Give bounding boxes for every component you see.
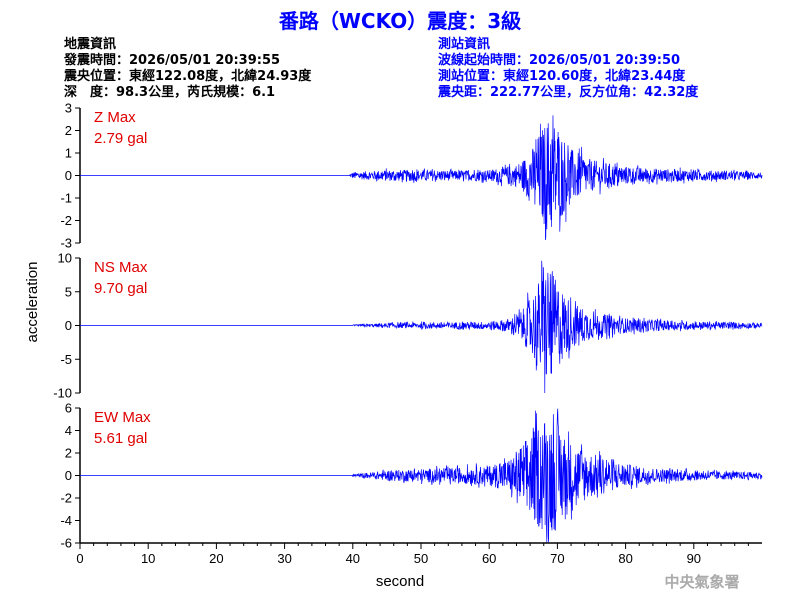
x-tick-label: 90 bbox=[687, 551, 701, 566]
x-tick-label: 50 bbox=[414, 551, 428, 566]
quake-info-heading: 地震資訊 bbox=[64, 36, 116, 52]
waveform-ns bbox=[80, 260, 763, 394]
max-value: 5.61 gal bbox=[94, 430, 147, 447]
x-tick-label: 80 bbox=[618, 551, 632, 566]
y-tick-label: 3 bbox=[65, 101, 72, 116]
y-tick-label: -1 bbox=[60, 191, 72, 206]
station-distance-azimuth: 震央距：222.77公里，反方位角：42.32度 bbox=[437, 84, 699, 100]
y-tick-label: 2 bbox=[65, 446, 72, 461]
waveform-z bbox=[80, 115, 763, 241]
x-tick-label: 30 bbox=[277, 551, 291, 566]
x-tick-label: 60 bbox=[482, 551, 496, 566]
y-tick-label: 0 bbox=[65, 168, 72, 183]
y-tick-label: 1 bbox=[65, 146, 72, 161]
max-value: 9.70 gal bbox=[94, 280, 147, 297]
y-axis-label: acceleration bbox=[24, 262, 41, 343]
y-tick-label: -10 bbox=[53, 386, 72, 401]
y-tick-label: 6 bbox=[65, 401, 72, 416]
agency-credit: 中央氣象署 bbox=[664, 573, 739, 591]
y-tick-label: 2 bbox=[65, 123, 72, 138]
y-tick-label: -2 bbox=[60, 491, 72, 506]
x-tick-label: 20 bbox=[209, 551, 223, 566]
x-axis-label: second bbox=[376, 573, 424, 590]
y-tick-label: -2 bbox=[60, 213, 72, 228]
y-tick-label: -6 bbox=[60, 536, 72, 551]
x-tick-label: 0 bbox=[76, 551, 83, 566]
panel-ew: 6 4 2 0 -2 -4 -6 EW Max 5.61 gal bbox=[60, 401, 763, 551]
x-axis: 0 10 20 30 40 50 60 70 80 90 bbox=[76, 542, 762, 566]
y-tick-label: -5 bbox=[60, 352, 72, 367]
max-value: 2.79 gal bbox=[94, 130, 147, 147]
quake-depth-magnitude: 深 度：98.3公里，芮氏規模：6.1 bbox=[64, 84, 275, 100]
quake-origin-time: 發震時間：2026/05/01 20:39:55 bbox=[63, 52, 280, 68]
y-tick-label: 4 bbox=[65, 423, 72, 438]
panel-z: 3 2 1 0 -1 -2 -3 Z Max 2.79 gal bbox=[60, 101, 763, 251]
y-tick-label: -3 bbox=[60, 236, 72, 251]
x-tick-label: 70 bbox=[550, 551, 564, 566]
x-tick-label: 10 bbox=[141, 551, 155, 566]
station-info: 測站資訊 波線起始時間：2026/05/01 20:39:50 測站位置：東經1… bbox=[437, 36, 699, 100]
quake-info: 地震資訊 發震時間：2026/05/01 20:39:55 震央位置：東經122… bbox=[63, 36, 312, 100]
panel-ns: 10 5 0 -5 -10 NS Max 9.70 gal bbox=[53, 251, 763, 401]
y-tick-label: 10 bbox=[58, 251, 72, 266]
station-location: 測站位置：東經120.60度，北緯23.44度 bbox=[438, 68, 686, 84]
waveform-ew bbox=[80, 408, 763, 544]
y-tick-label: 5 bbox=[65, 284, 72, 299]
station-info-heading: 測站資訊 bbox=[438, 36, 490, 52]
y-tick-label: -4 bbox=[60, 513, 72, 528]
station-wave-start: 波線起始時間：2026/05/01 20:39:50 bbox=[438, 52, 680, 68]
max-label: EW Max bbox=[94, 409, 151, 426]
y-tick-label: 0 bbox=[65, 318, 72, 333]
quake-epicenter: 震央位置：東經122.08度，北緯24.93度 bbox=[63, 68, 312, 84]
page-title: 番路（WCKO）震度：3級 bbox=[278, 9, 521, 33]
max-label: NS Max bbox=[94, 259, 148, 276]
y-tick-label: 0 bbox=[65, 468, 72, 483]
max-label: Z Max bbox=[94, 109, 136, 126]
x-tick-label: 40 bbox=[346, 551, 360, 566]
